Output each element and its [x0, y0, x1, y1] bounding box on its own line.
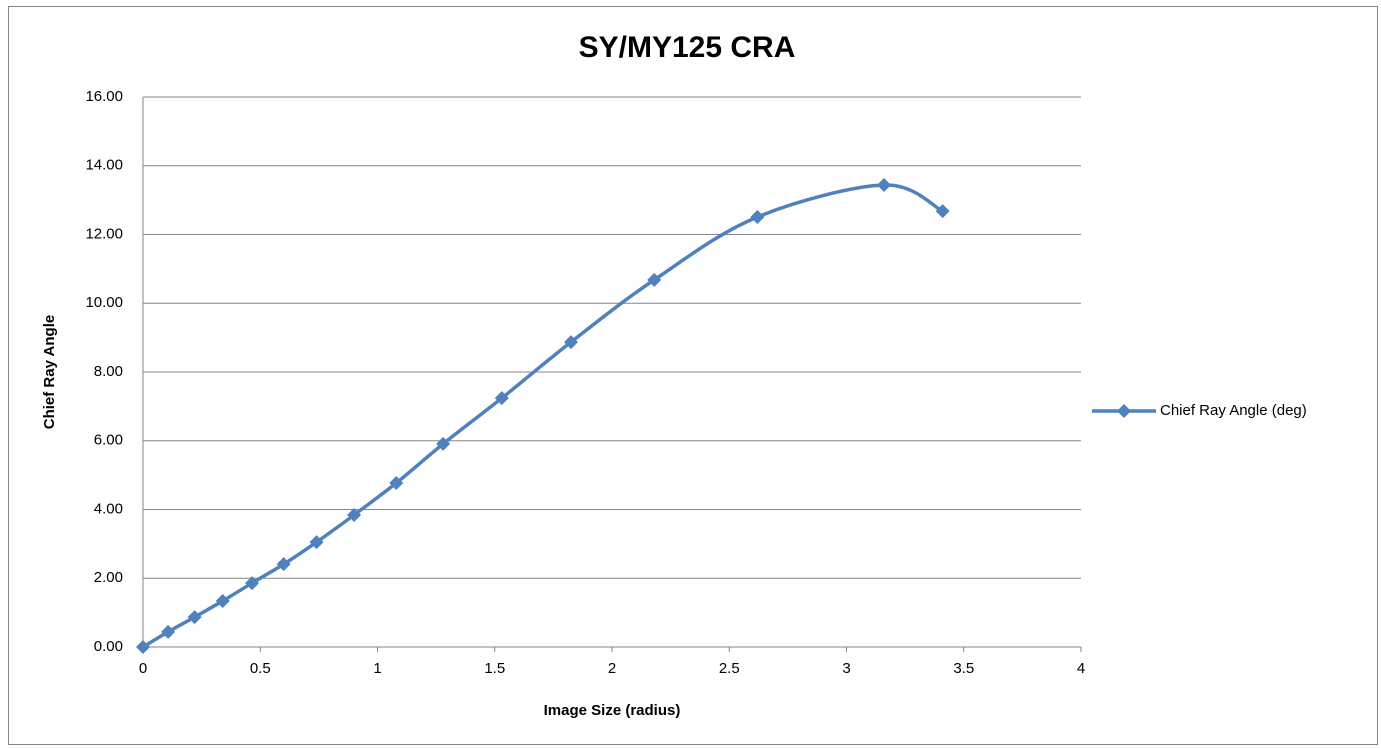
data-point: [161, 624, 176, 639]
data-point: [494, 391, 509, 406]
data-point: [136, 640, 150, 654]
data-point: [389, 476, 404, 491]
y-tick-label: 6.00: [94, 432, 123, 449]
data-point: [563, 335, 578, 350]
y-tick-label: 10.00: [85, 294, 123, 311]
data-point: [245, 576, 260, 591]
data-point: [935, 204, 950, 219]
data-point: [309, 535, 324, 550]
x-tick-label: 1: [373, 660, 381, 677]
data-point: [436, 436, 451, 451]
y-tick-label: 12.00: [85, 225, 123, 242]
data-point: [750, 209, 765, 224]
y-tick-label: 16.00: [85, 88, 123, 105]
data-point: [187, 610, 202, 625]
x-tick-label: 3: [842, 660, 850, 677]
legend-marker: [1117, 404, 1131, 418]
y-tick-label: 14.00: [85, 157, 123, 174]
x-tick-label: 0.5: [250, 660, 271, 677]
series-line: [142, 183, 944, 649]
x-tick-label: 1.5: [484, 660, 505, 677]
y-tick-label: 2.00: [94, 569, 123, 586]
x-tick-label: 0: [139, 660, 147, 677]
y-tick-label: 8.00: [94, 363, 123, 380]
data-point: [215, 593, 230, 608]
legend-label: Chief Ray Angle (deg): [1160, 402, 1307, 419]
x-tick-label: 3.5: [953, 660, 974, 677]
chart-border: [8, 6, 1378, 745]
data-point: [347, 508, 362, 522]
y-tick-label: 4.00: [94, 500, 123, 517]
x-tick-label: 2: [608, 660, 616, 677]
data-point: [276, 557, 291, 572]
x-tick-label: 2.5: [719, 660, 740, 677]
chart-title: SY/MY125 CRA: [579, 31, 796, 64]
data-point: [877, 178, 892, 192]
y-tick-label: 0.00: [94, 638, 123, 655]
x-axis-label: Image Size (radius): [544, 702, 681, 719]
y-axis-label: Chief Ray Angle: [41, 315, 58, 429]
x-tick-label: 4: [1077, 660, 1085, 677]
data-point: [647, 272, 662, 287]
